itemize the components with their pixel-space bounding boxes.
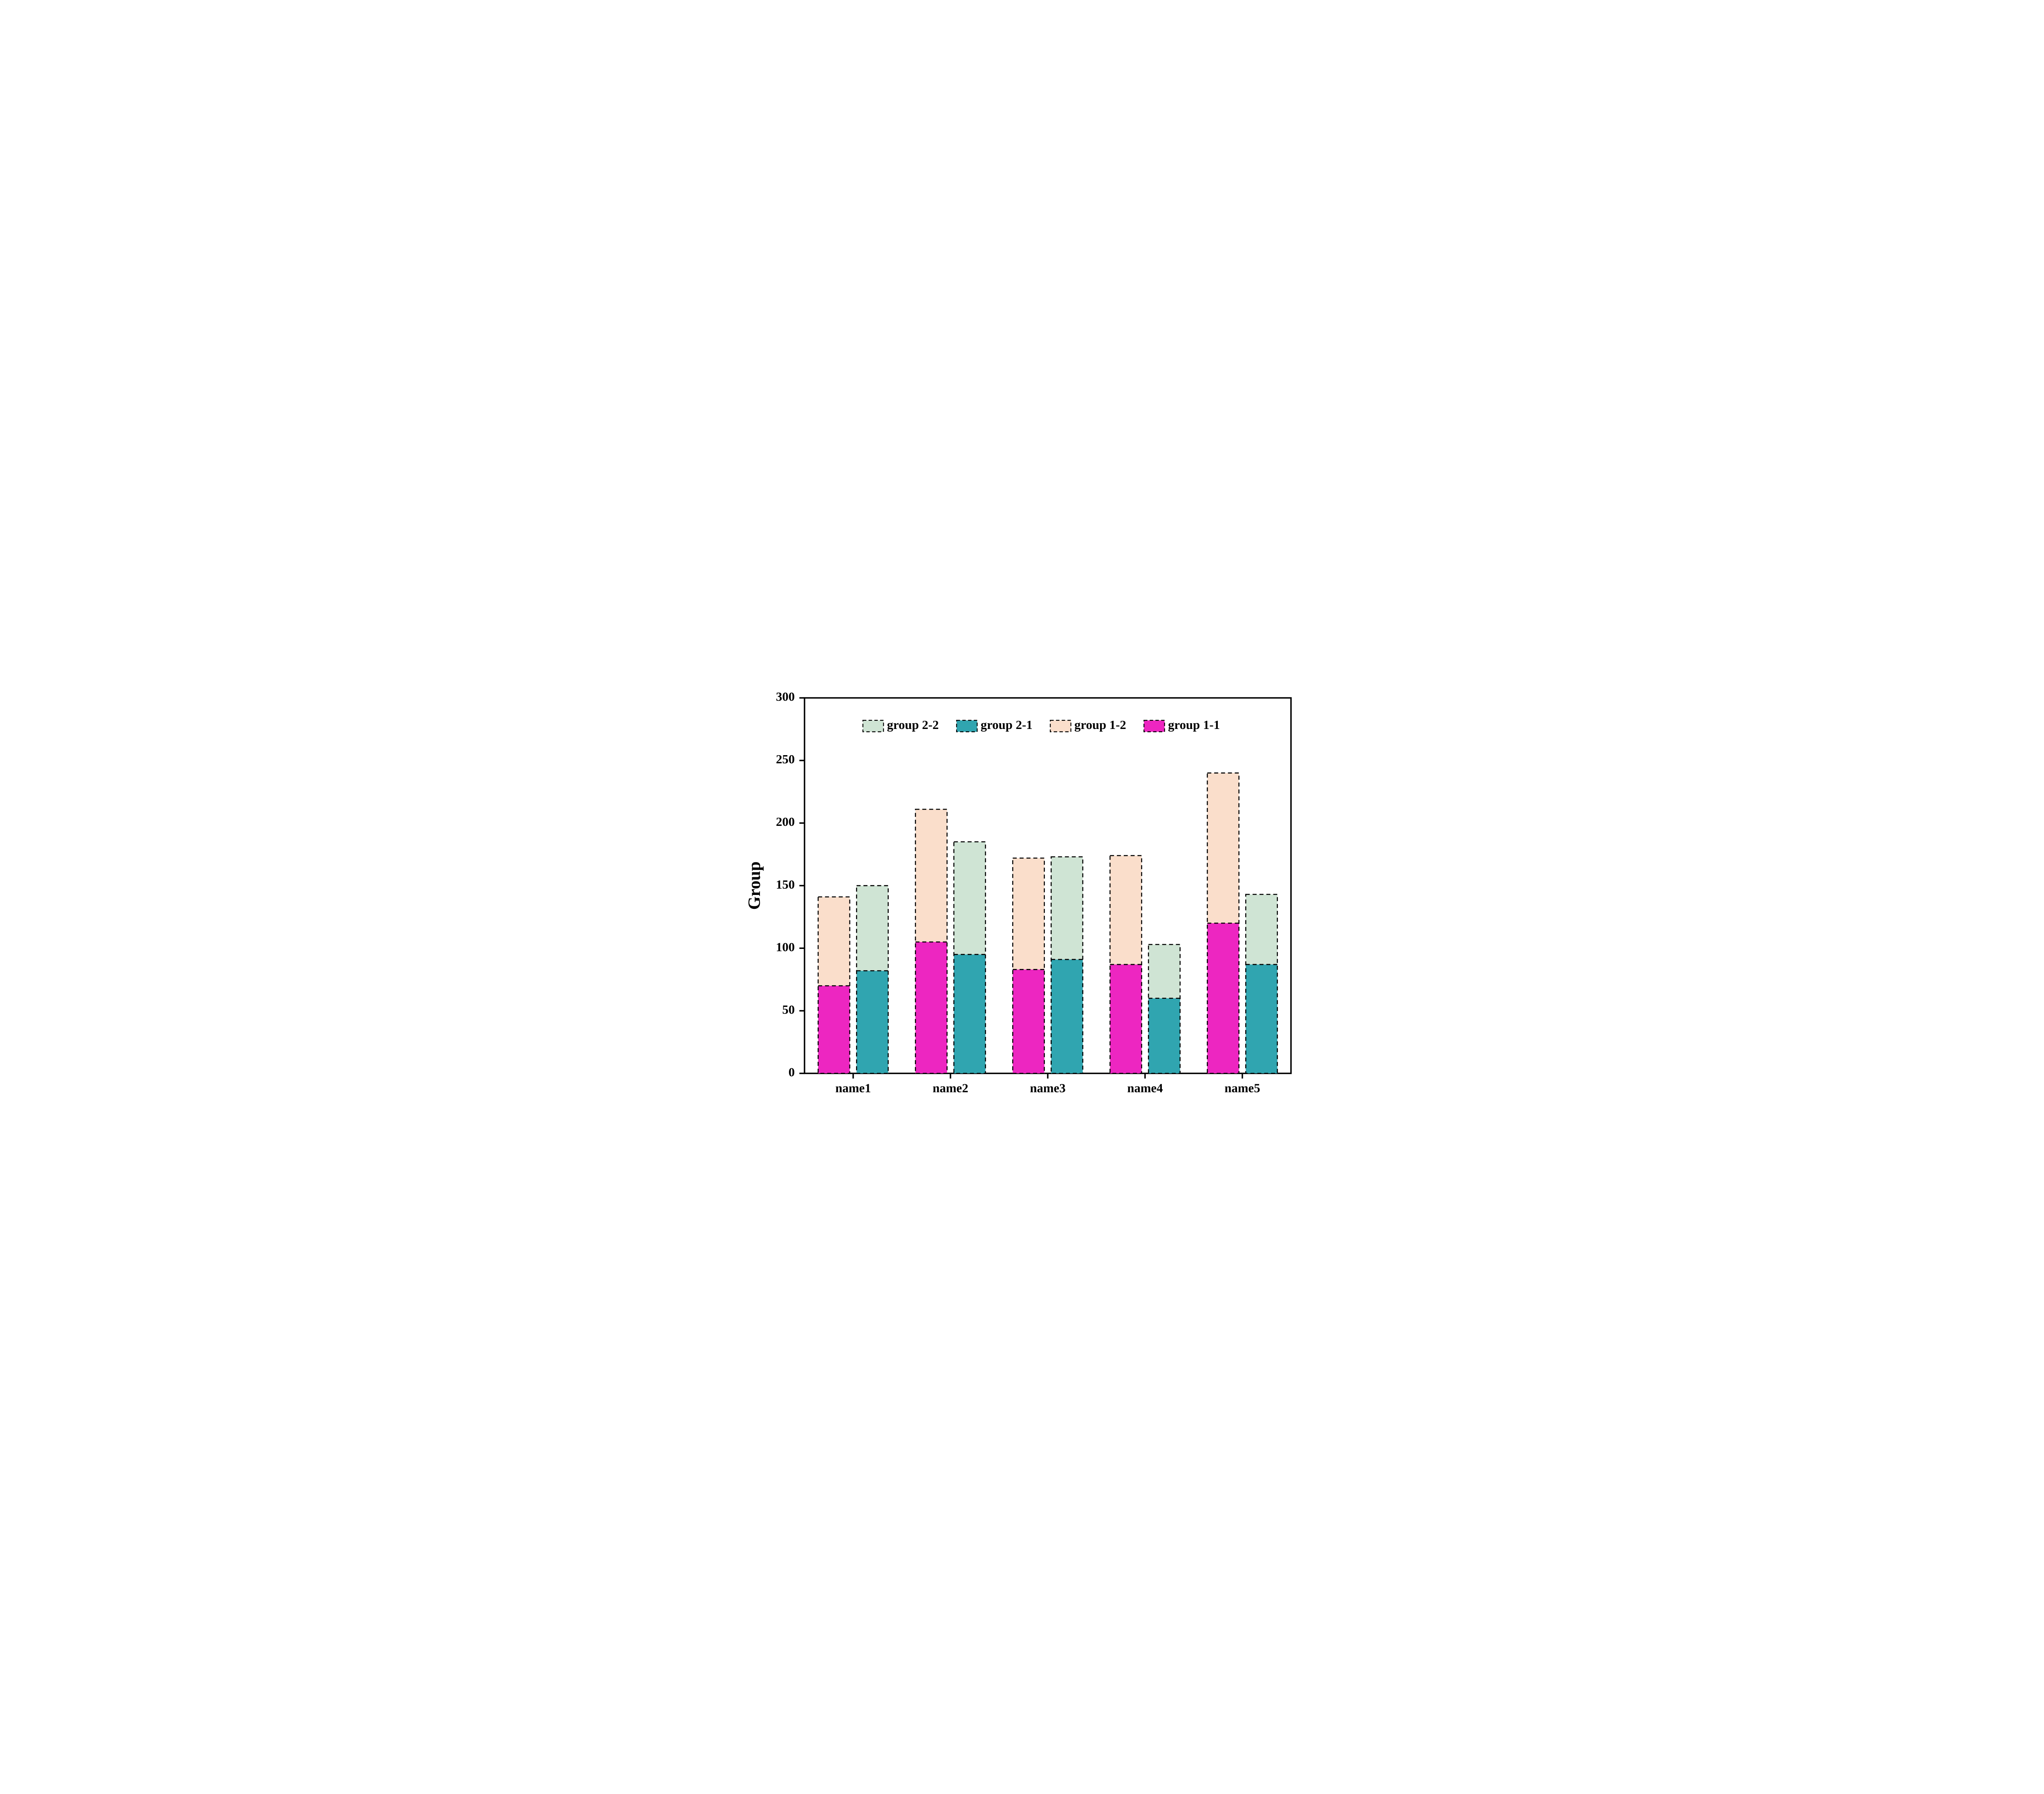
bar-group2-2 [1246, 894, 1277, 964]
bar-group2-1 [954, 954, 985, 1073]
chart-container: 0 50 100 150 200 250 300 Group name1 name2 name3 na… [736, 675, 1308, 1119]
bar-group1-2 [915, 809, 947, 942]
bar-group1-1 [1110, 964, 1141, 1073]
legend-label: group 2-1 [981, 718, 1033, 732]
bar-group1-1 [1013, 969, 1044, 1073]
bar-group2-2 [856, 886, 888, 971]
bar-group1-2 [1013, 858, 1044, 969]
legend-swatch [1050, 720, 1071, 732]
bar-group1-2 [1207, 773, 1239, 923]
bar-group2-1 [1148, 998, 1180, 1074]
x-tick-label: name5 [1224, 1081, 1260, 1095]
bar-group1-1 [1207, 923, 1239, 1073]
x-tick-label: name2 [932, 1081, 968, 1095]
bar-group1-2 [818, 897, 849, 986]
y-tick-label: 200 [776, 815, 795, 829]
legend-label: group 1-2 [1074, 718, 1126, 732]
bar-group2-2 [1051, 857, 1083, 960]
bar-group1-1 [818, 986, 849, 1073]
y-tick-label: 150 [776, 877, 795, 891]
legend-swatch [957, 720, 977, 732]
legend-label: group 1-1 [1168, 718, 1220, 732]
y-tick-label: 0 [789, 1065, 795, 1079]
bar-group2-1 [1246, 964, 1277, 1073]
x-tick-label: name4 [1127, 1081, 1163, 1095]
bar-group2-2 [954, 842, 985, 955]
bar-group1-1 [915, 942, 947, 1073]
grouped-stacked-bar-chart: 0 50 100 150 200 250 300 Group name1 name2 name3 na… [736, 675, 1308, 1119]
legend-label: group 2-2 [887, 718, 939, 732]
bar-group2-2 [1148, 944, 1180, 998]
legend-swatch [1144, 720, 1164, 732]
bar-group1-2 [1110, 856, 1141, 964]
bar-group2-1 [1051, 960, 1083, 1074]
y-tick-label: 100 [776, 940, 795, 954]
y-axis-label: Group [745, 861, 764, 910]
y-tick-label: 250 [776, 752, 795, 766]
legend-swatch [863, 720, 883, 732]
bar-group2-1 [856, 971, 888, 1073]
y-tick-label: 50 [782, 1002, 795, 1016]
x-tick-label: name1 [835, 1081, 871, 1095]
x-tick-label: name3 [1030, 1081, 1065, 1095]
y-tick-label: 300 [776, 690, 795, 704]
